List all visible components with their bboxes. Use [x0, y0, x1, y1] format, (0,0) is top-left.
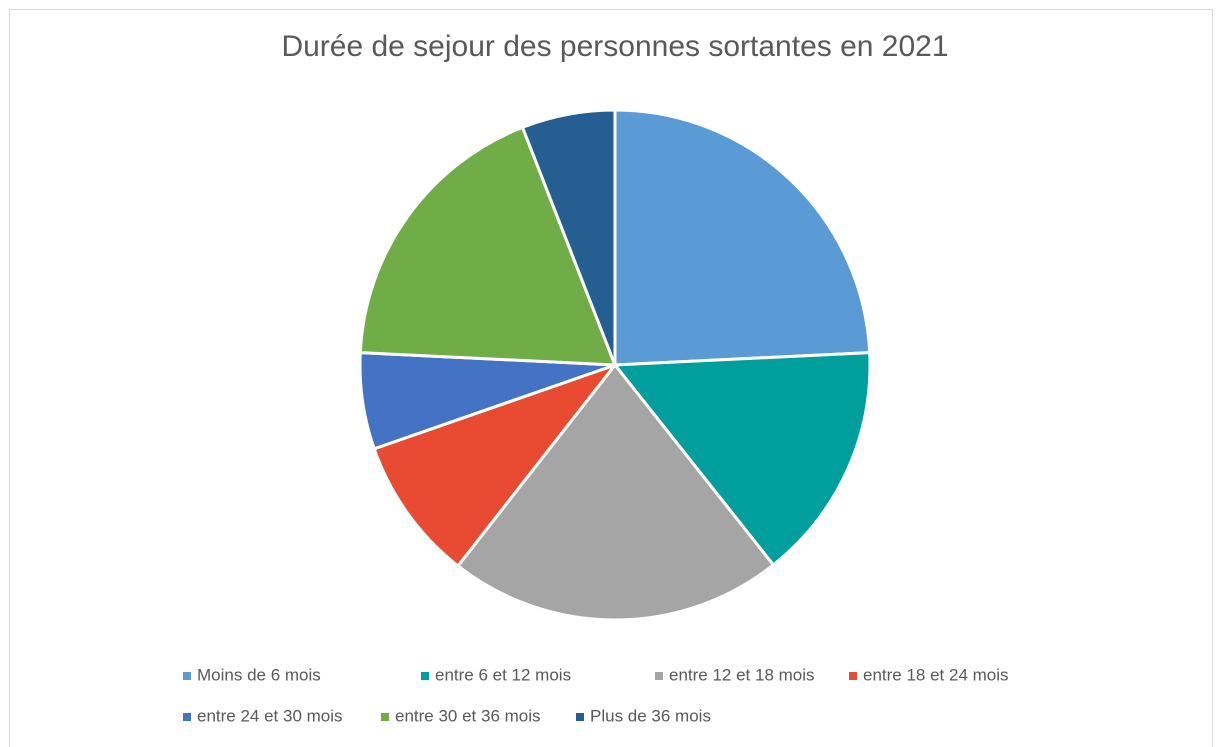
legend-label: entre 6 et 12 mois [435, 665, 571, 684]
pie-slice [372, 363, 617, 568]
legend-swatch [183, 672, 191, 680]
legend-label: entre 24 et 30 mois [197, 706, 343, 725]
legend-swatch [421, 672, 429, 680]
legend-label: Moins de 6 mois [197, 665, 321, 684]
chart-title: Durée de sejour des personnes sortantes … [281, 30, 948, 63]
legend-swatch [849, 672, 857, 680]
legend-label: Plus de 36 mois [590, 706, 711, 725]
legend-swatch [381, 713, 389, 721]
legend-label: entre 12 et 18 mois [669, 665, 815, 684]
legend-label: entre 30 et 36 mois [395, 706, 541, 725]
pie-slice [521, 108, 617, 367]
pie-slice [456, 363, 775, 622]
legend-swatch [655, 672, 663, 680]
legend-swatch [576, 713, 584, 721]
legend-label: entre 18 et 24 mois [863, 665, 1009, 684]
pie-slice [358, 125, 617, 367]
legend-swatch [183, 713, 191, 721]
pie-slice [613, 108, 872, 367]
pie-slice [613, 351, 872, 567]
